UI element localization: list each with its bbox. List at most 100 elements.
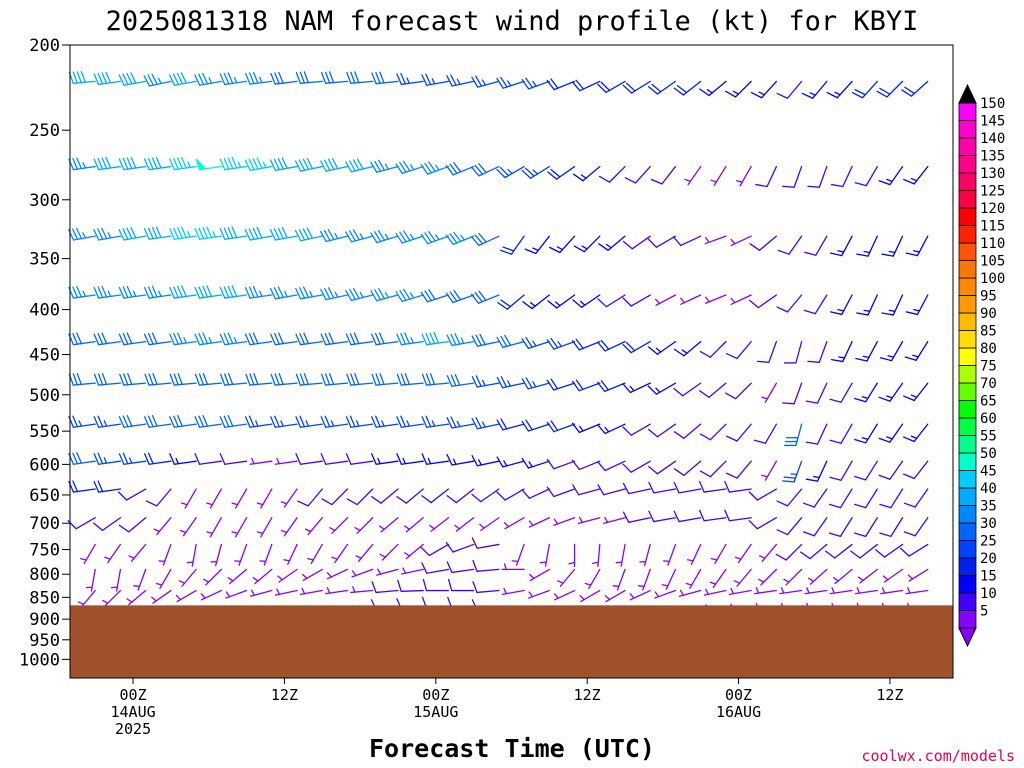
- wind-barb: [471, 537, 500, 549]
- wind-barb: [684, 165, 702, 186]
- colorbar-label: 50: [980, 446, 997, 462]
- wind-barb: [301, 568, 323, 582]
- wind-barb: [699, 480, 727, 493]
- wind-barb: [572, 165, 601, 182]
- wind-barb: [179, 517, 197, 537]
- wind-barb: [346, 488, 374, 506]
- wind-barb: [546, 420, 576, 433]
- wind-barb: [471, 75, 500, 88]
- wind-barb: [622, 382, 651, 394]
- wind-barb: [584, 568, 601, 590]
- wind-barb: [699, 340, 727, 358]
- wind-barb: [445, 289, 475, 304]
- wind-barb: [231, 488, 248, 509]
- wind-barb: [521, 488, 550, 499]
- y-tick-label: 350: [29, 250, 60, 270]
- wind-barb: [639, 543, 651, 567]
- wind-barb: [904, 340, 929, 361]
- wind-barb: [905, 587, 929, 595]
- wind-barb: [571, 459, 601, 471]
- wind-barb: [244, 285, 273, 299]
- y-tick-label: 400: [29, 301, 60, 321]
- wind-barb: [882, 568, 904, 583]
- wind-barb: [699, 509, 727, 522]
- wind-barb: [854, 587, 878, 595]
- wind-barb: [245, 71, 273, 85]
- wind-barb: [673, 423, 702, 439]
- wind-barb: [421, 488, 450, 504]
- wind-barb: [396, 72, 424, 86]
- y-tick-label: 700: [29, 514, 60, 534]
- wind-barb: [326, 568, 349, 580]
- colorbar-swatch: [958, 137, 977, 156]
- wind-barb: [93, 227, 122, 241]
- wind-barb: [68, 227, 96, 241]
- wind-barb: [295, 415, 323, 428]
- wind-barb: [421, 453, 450, 465]
- wind-barb: [446, 373, 475, 387]
- colorbar-label: 35: [980, 499, 997, 515]
- colorbar-label: 20: [980, 551, 997, 567]
- colorbar-max-arrow: [958, 83, 977, 104]
- wind-barb: [446, 454, 475, 466]
- wind-barb: [854, 165, 878, 187]
- wind-barb: [244, 157, 273, 172]
- colorbar-label: 150: [980, 96, 1005, 112]
- wind-barb: [220, 373, 248, 386]
- wind-barb: [528, 589, 550, 599]
- wind-barb: [521, 377, 550, 390]
- wind-barb: [750, 80, 778, 99]
- x-tick-label: 14AUG: [110, 703, 155, 721]
- wind-barb: [169, 156, 197, 171]
- colorbar-label: 105: [980, 254, 1005, 270]
- y-tick-label: 650: [29, 486, 60, 506]
- wind-barb: [783, 423, 803, 447]
- wind-barb: [219, 285, 248, 299]
- wind-barb: [648, 460, 677, 475]
- colorbar-label: 135: [980, 149, 1005, 165]
- wind-barb: [143, 452, 172, 465]
- wind-barb: [143, 73, 172, 87]
- x-tick-label: 00Z: [422, 686, 449, 704]
- wind-barb: [295, 332, 323, 346]
- wind-barb: [571, 338, 601, 351]
- wind-barb: [521, 165, 550, 179]
- colorbar-swatch: [958, 575, 977, 594]
- wind-barb: [420, 289, 450, 303]
- wind-barb: [155, 568, 172, 590]
- wind-barb: [186, 543, 197, 567]
- wind-barb: [879, 488, 904, 509]
- wind-barb: [907, 568, 929, 582]
- wind-barb: [851, 80, 878, 99]
- wind-barb: [591, 543, 601, 567]
- wind-barb: [903, 460, 929, 480]
- wind-barb: [699, 460, 727, 478]
- wind-barb: [471, 488, 500, 503]
- wind-barb: [145, 488, 172, 507]
- wind-barb: [521, 457, 550, 469]
- wind-barb: [395, 230, 424, 244]
- wind-barb: [118, 285, 147, 299]
- wind-barb: [320, 415, 349, 428]
- wind-barb: [370, 229, 399, 244]
- wind-barb: [445, 162, 475, 176]
- wind-barb: [648, 481, 677, 494]
- wind-barb: [168, 72, 197, 86]
- wind-barb: [371, 415, 399, 428]
- wind-barb: [856, 294, 878, 316]
- wind-barb: [500, 235, 525, 255]
- wind-barb: [295, 71, 323, 84]
- wind-barb: [680, 294, 702, 305]
- wind-barb: [857, 568, 878, 584]
- wind-barb: [325, 587, 349, 595]
- wind-barb: [346, 373, 374, 386]
- wind-barb: [901, 80, 929, 97]
- wind-barb: [274, 457, 298, 465]
- wind-barb: [854, 382, 878, 403]
- wind-barb: [93, 285, 122, 299]
- wind-barb: [68, 157, 96, 171]
- wind-barb: [295, 286, 323, 300]
- wind-barb: [710, 165, 727, 186]
- wind-barb: [371, 453, 399, 465]
- wind-barb: [802, 488, 828, 508]
